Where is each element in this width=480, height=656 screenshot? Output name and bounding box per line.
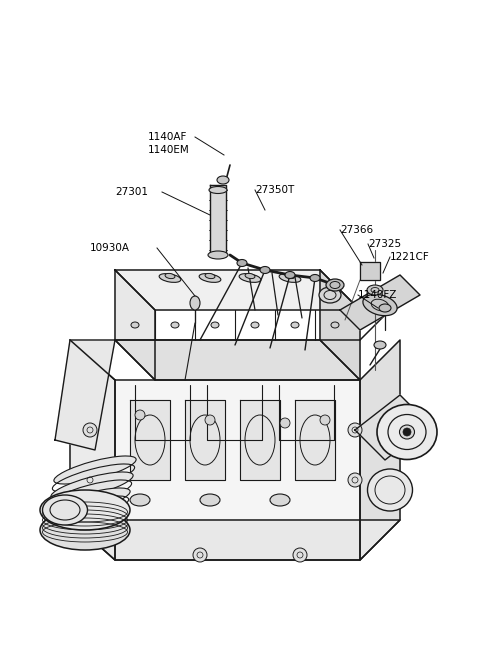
Ellipse shape xyxy=(43,495,87,525)
Polygon shape xyxy=(340,275,420,330)
Ellipse shape xyxy=(377,405,437,459)
Circle shape xyxy=(193,548,207,562)
Ellipse shape xyxy=(251,322,259,328)
Ellipse shape xyxy=(211,322,219,328)
Text: 27350T: 27350T xyxy=(255,185,294,195)
Ellipse shape xyxy=(279,274,301,282)
Ellipse shape xyxy=(326,279,344,291)
Ellipse shape xyxy=(310,274,320,281)
Ellipse shape xyxy=(285,274,295,279)
Ellipse shape xyxy=(54,456,136,484)
Ellipse shape xyxy=(285,272,295,279)
Circle shape xyxy=(83,473,97,487)
Circle shape xyxy=(320,415,330,425)
Ellipse shape xyxy=(399,425,415,439)
Polygon shape xyxy=(130,400,170,480)
Polygon shape xyxy=(185,400,225,480)
Ellipse shape xyxy=(319,287,341,303)
Ellipse shape xyxy=(217,176,229,184)
Polygon shape xyxy=(240,400,280,480)
Polygon shape xyxy=(295,400,335,480)
Polygon shape xyxy=(320,270,360,380)
Polygon shape xyxy=(115,270,360,310)
Ellipse shape xyxy=(239,274,261,282)
Text: 1140FZ: 1140FZ xyxy=(358,290,397,300)
Ellipse shape xyxy=(270,494,290,506)
Ellipse shape xyxy=(368,469,412,511)
Circle shape xyxy=(348,473,362,487)
Circle shape xyxy=(403,428,411,436)
Circle shape xyxy=(280,418,290,428)
Ellipse shape xyxy=(237,260,247,266)
Ellipse shape xyxy=(131,322,139,328)
Polygon shape xyxy=(55,340,115,450)
Ellipse shape xyxy=(260,266,270,274)
Ellipse shape xyxy=(171,322,179,328)
Ellipse shape xyxy=(190,296,200,310)
Circle shape xyxy=(205,415,215,425)
Ellipse shape xyxy=(165,274,175,279)
Circle shape xyxy=(83,423,97,437)
Ellipse shape xyxy=(367,285,383,295)
Ellipse shape xyxy=(200,494,220,506)
Ellipse shape xyxy=(130,494,150,506)
Polygon shape xyxy=(115,380,360,560)
Polygon shape xyxy=(210,185,226,255)
Polygon shape xyxy=(360,340,400,560)
Polygon shape xyxy=(70,340,115,560)
Text: 1221CF: 1221CF xyxy=(390,252,430,262)
Text: 1140EM: 1140EM xyxy=(148,145,190,155)
Text: 27325: 27325 xyxy=(368,239,401,249)
Polygon shape xyxy=(360,262,380,280)
Text: 10930A: 10930A xyxy=(90,243,130,253)
Text: 1140AF: 1140AF xyxy=(148,132,187,142)
Ellipse shape xyxy=(40,510,130,550)
Circle shape xyxy=(293,548,307,562)
Ellipse shape xyxy=(245,274,255,279)
Ellipse shape xyxy=(199,274,221,282)
Ellipse shape xyxy=(379,304,391,312)
Ellipse shape xyxy=(208,251,228,259)
Polygon shape xyxy=(70,520,400,560)
Ellipse shape xyxy=(48,488,130,516)
Text: 27366: 27366 xyxy=(340,225,373,235)
Ellipse shape xyxy=(374,341,386,349)
Polygon shape xyxy=(115,340,360,380)
Circle shape xyxy=(348,423,362,437)
Polygon shape xyxy=(355,395,430,460)
Ellipse shape xyxy=(40,490,130,530)
Ellipse shape xyxy=(291,322,299,328)
Ellipse shape xyxy=(45,504,127,532)
Text: 27301: 27301 xyxy=(115,187,148,197)
Ellipse shape xyxy=(205,274,215,279)
Ellipse shape xyxy=(209,186,227,194)
Ellipse shape xyxy=(363,295,397,316)
Ellipse shape xyxy=(331,322,339,328)
Polygon shape xyxy=(115,270,155,380)
Ellipse shape xyxy=(51,472,133,500)
Circle shape xyxy=(135,410,145,420)
Ellipse shape xyxy=(159,274,181,282)
